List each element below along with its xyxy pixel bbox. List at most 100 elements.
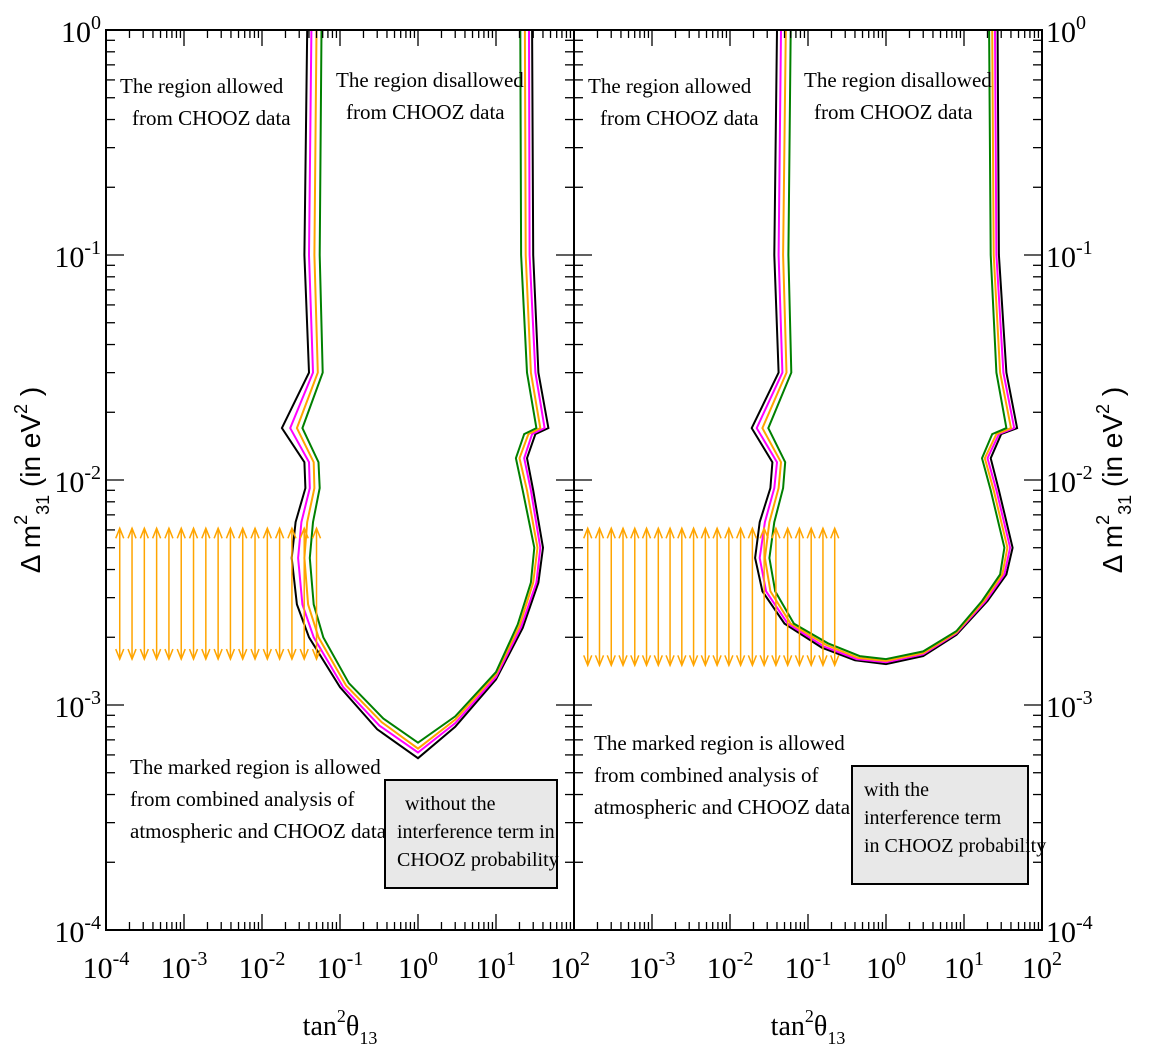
y-tick-label-left-3: 10-1 <box>54 237 101 274</box>
annotation-marked-left-0: The marked region is allowed <box>130 755 381 779</box>
annotation-disallowed-right-1: from CHOOZ data <box>814 100 973 124</box>
x-tick-label-right-5: 101 <box>944 948 984 985</box>
marked-arrow-left-13 <box>274 526 285 662</box>
marked-arrow-left-12 <box>262 526 273 662</box>
x-tick-label-left-5: 101 <box>476 948 516 985</box>
annotation-box-text-left-2: CHOOZ probability <box>397 849 559 871</box>
marked-arrow-right-10 <box>700 526 711 668</box>
marked-arrow-right-8 <box>677 526 687 668</box>
contour-right-3 <box>767 29 1008 661</box>
marked-arrow-left-9 <box>225 526 236 662</box>
marked-arrow-right-2 <box>606 526 616 668</box>
contour-right-2 <box>761 29 1013 662</box>
marked-arrow-right-7 <box>665 526 675 668</box>
y-tick-label-left-0: 10-4 <box>54 912 101 949</box>
annotation-disallowed-left-1: from CHOOZ data <box>346 100 505 124</box>
marked-arrow-right-16 <box>771 526 781 668</box>
y-tick-label-right-1: 10-3 <box>1046 687 1093 724</box>
marked-arrow-left-10 <box>238 526 248 662</box>
x-axis-label-left: tan2θ13 <box>303 1006 378 1048</box>
x-tick-label-right-4: 100 <box>866 948 906 985</box>
annotation-box-text-left-0: without the <box>405 793 496 815</box>
marked-arrow-right-18 <box>794 526 805 668</box>
marked-arrow-right-0 <box>583 526 593 668</box>
annotation-box-text-right-2: in CHOOZ probability <box>864 835 1046 857</box>
x-tick-label-right-2: 10-2 <box>707 948 754 985</box>
y-tick-label-left-4: 100 <box>61 12 101 49</box>
contour-right-1 <box>755 29 1016 664</box>
ticks-right <box>573 30 1042 931</box>
x-tick-label-left-4: 100 <box>398 948 438 985</box>
marked-arrow-right-5 <box>641 526 652 668</box>
marked-arrow-right-17 <box>782 526 793 668</box>
marked-arrow-right-11 <box>712 526 722 668</box>
panel-left: 10-4 10-3 10-2 10-1 100 101 102 10-4 10-3 10-2 10-… <box>11 12 590 1048</box>
marked-arrow-left-0 <box>115 526 125 662</box>
y-tick-label-left-1: 10-3 <box>54 687 101 724</box>
annotation-allowed-right-1: from CHOOZ data <box>600 106 759 130</box>
marked-arrow-left-14 <box>287 526 297 662</box>
marked-arrow-left-11 <box>250 526 260 662</box>
marked-arrow-left-8 <box>213 526 223 662</box>
y-tick-label-right-3: 10-1 <box>1046 237 1093 274</box>
marked-arrow-left-5 <box>176 526 186 662</box>
x-tick-label-left-2: 10-2 <box>239 948 286 985</box>
x-tick-label-right-6: 102 <box>1022 948 1062 985</box>
marked-arrow-right-19 <box>806 526 816 668</box>
contour-left-3 <box>301 29 538 744</box>
annotation-marked-right-2: atmospheric and CHOOZ data <box>594 795 851 819</box>
x-tick-label-left-6: 102 <box>550 948 590 985</box>
annotation-marked-right-0: The marked region is allowed <box>594 731 845 755</box>
x-tick-label-right-1: 10-3 <box>629 948 676 985</box>
annotation-box-right <box>851 765 1029 885</box>
annotation-marked-left-1: from combined analysis of <box>130 787 355 811</box>
marked-arrow-right-15 <box>759 526 769 668</box>
contour-left-1 <box>289 29 546 754</box>
marked-arrow-right-1 <box>594 526 605 668</box>
marked-arrow-right-3 <box>618 526 628 668</box>
marked-arrow-right-14 <box>747 526 758 668</box>
y-axis-label-left: Δ m231 (in eV2 ) <box>11 387 53 573</box>
y-tick-label-right-2: 10-2 <box>1046 462 1093 499</box>
marked-arrow-right-4 <box>630 526 640 668</box>
marked-arrow-right-12 <box>724 526 734 668</box>
marked-arrow-left-15 <box>299 526 309 662</box>
marked-arrow-left-1 <box>127 526 137 662</box>
y-axis-label-right: Δ m231 (in eV2 ) <box>1093 387 1135 573</box>
annotation-marked-right-1: from combined analysis of <box>594 763 819 787</box>
annotation-disallowed-right-0: The region disallowed <box>804 68 992 92</box>
annotation-allowed-left-1: from CHOOZ data <box>132 106 291 130</box>
contour-left-0 <box>280 29 550 760</box>
ticks-left <box>105 30 574 931</box>
marked-arrow-left-6 <box>188 526 199 662</box>
x-tick-label-right-3: 10-1 <box>785 948 832 985</box>
x-tick-label-left-3: 10-1 <box>317 948 364 985</box>
annotation-box-text-right-0: with the <box>864 779 929 801</box>
annotation-disallowed-left-0: The region disallowed <box>336 68 524 92</box>
marked-arrow-left-2 <box>139 526 150 662</box>
annotation-allowed-left-0: The region allowed <box>120 74 284 98</box>
marked-arrow-left-4 <box>164 526 174 662</box>
y-tick-label-right-0: 10-4 <box>1046 912 1093 949</box>
marked-arrow-right-20 <box>818 526 828 668</box>
marked-arrow-left-7 <box>201 526 211 662</box>
annotation-box-text-left-1: interference term in <box>397 821 555 843</box>
marked-arrow-left-16 <box>311 526 322 662</box>
contour-left-2 <box>295 29 542 750</box>
annotation-box-left <box>384 779 558 889</box>
marked-arrow-right-9 <box>688 526 699 668</box>
x-axis-label-right: tan2θ13 <box>771 1006 846 1048</box>
y-tick-label-left-2: 10-2 <box>54 462 101 499</box>
annotation-allowed-right-0: The region allowed <box>588 74 752 98</box>
y-tick-label-right-4: 100 <box>1046 12 1086 49</box>
marked-arrow-left-3 <box>151 526 162 662</box>
annotation-marked-left-2: atmospheric and CHOOZ data <box>130 819 387 843</box>
x-tick-label-left-0: 10-4 <box>83 948 130 985</box>
marked-arrow-right-6 <box>653 526 663 668</box>
annotation-box-text-right-1: interference term <box>864 807 1002 829</box>
marked-arrow-right-13 <box>735 526 746 668</box>
marked-arrow-right-21 <box>830 526 840 668</box>
x-tick-label-left-1: 10-3 <box>161 948 208 985</box>
